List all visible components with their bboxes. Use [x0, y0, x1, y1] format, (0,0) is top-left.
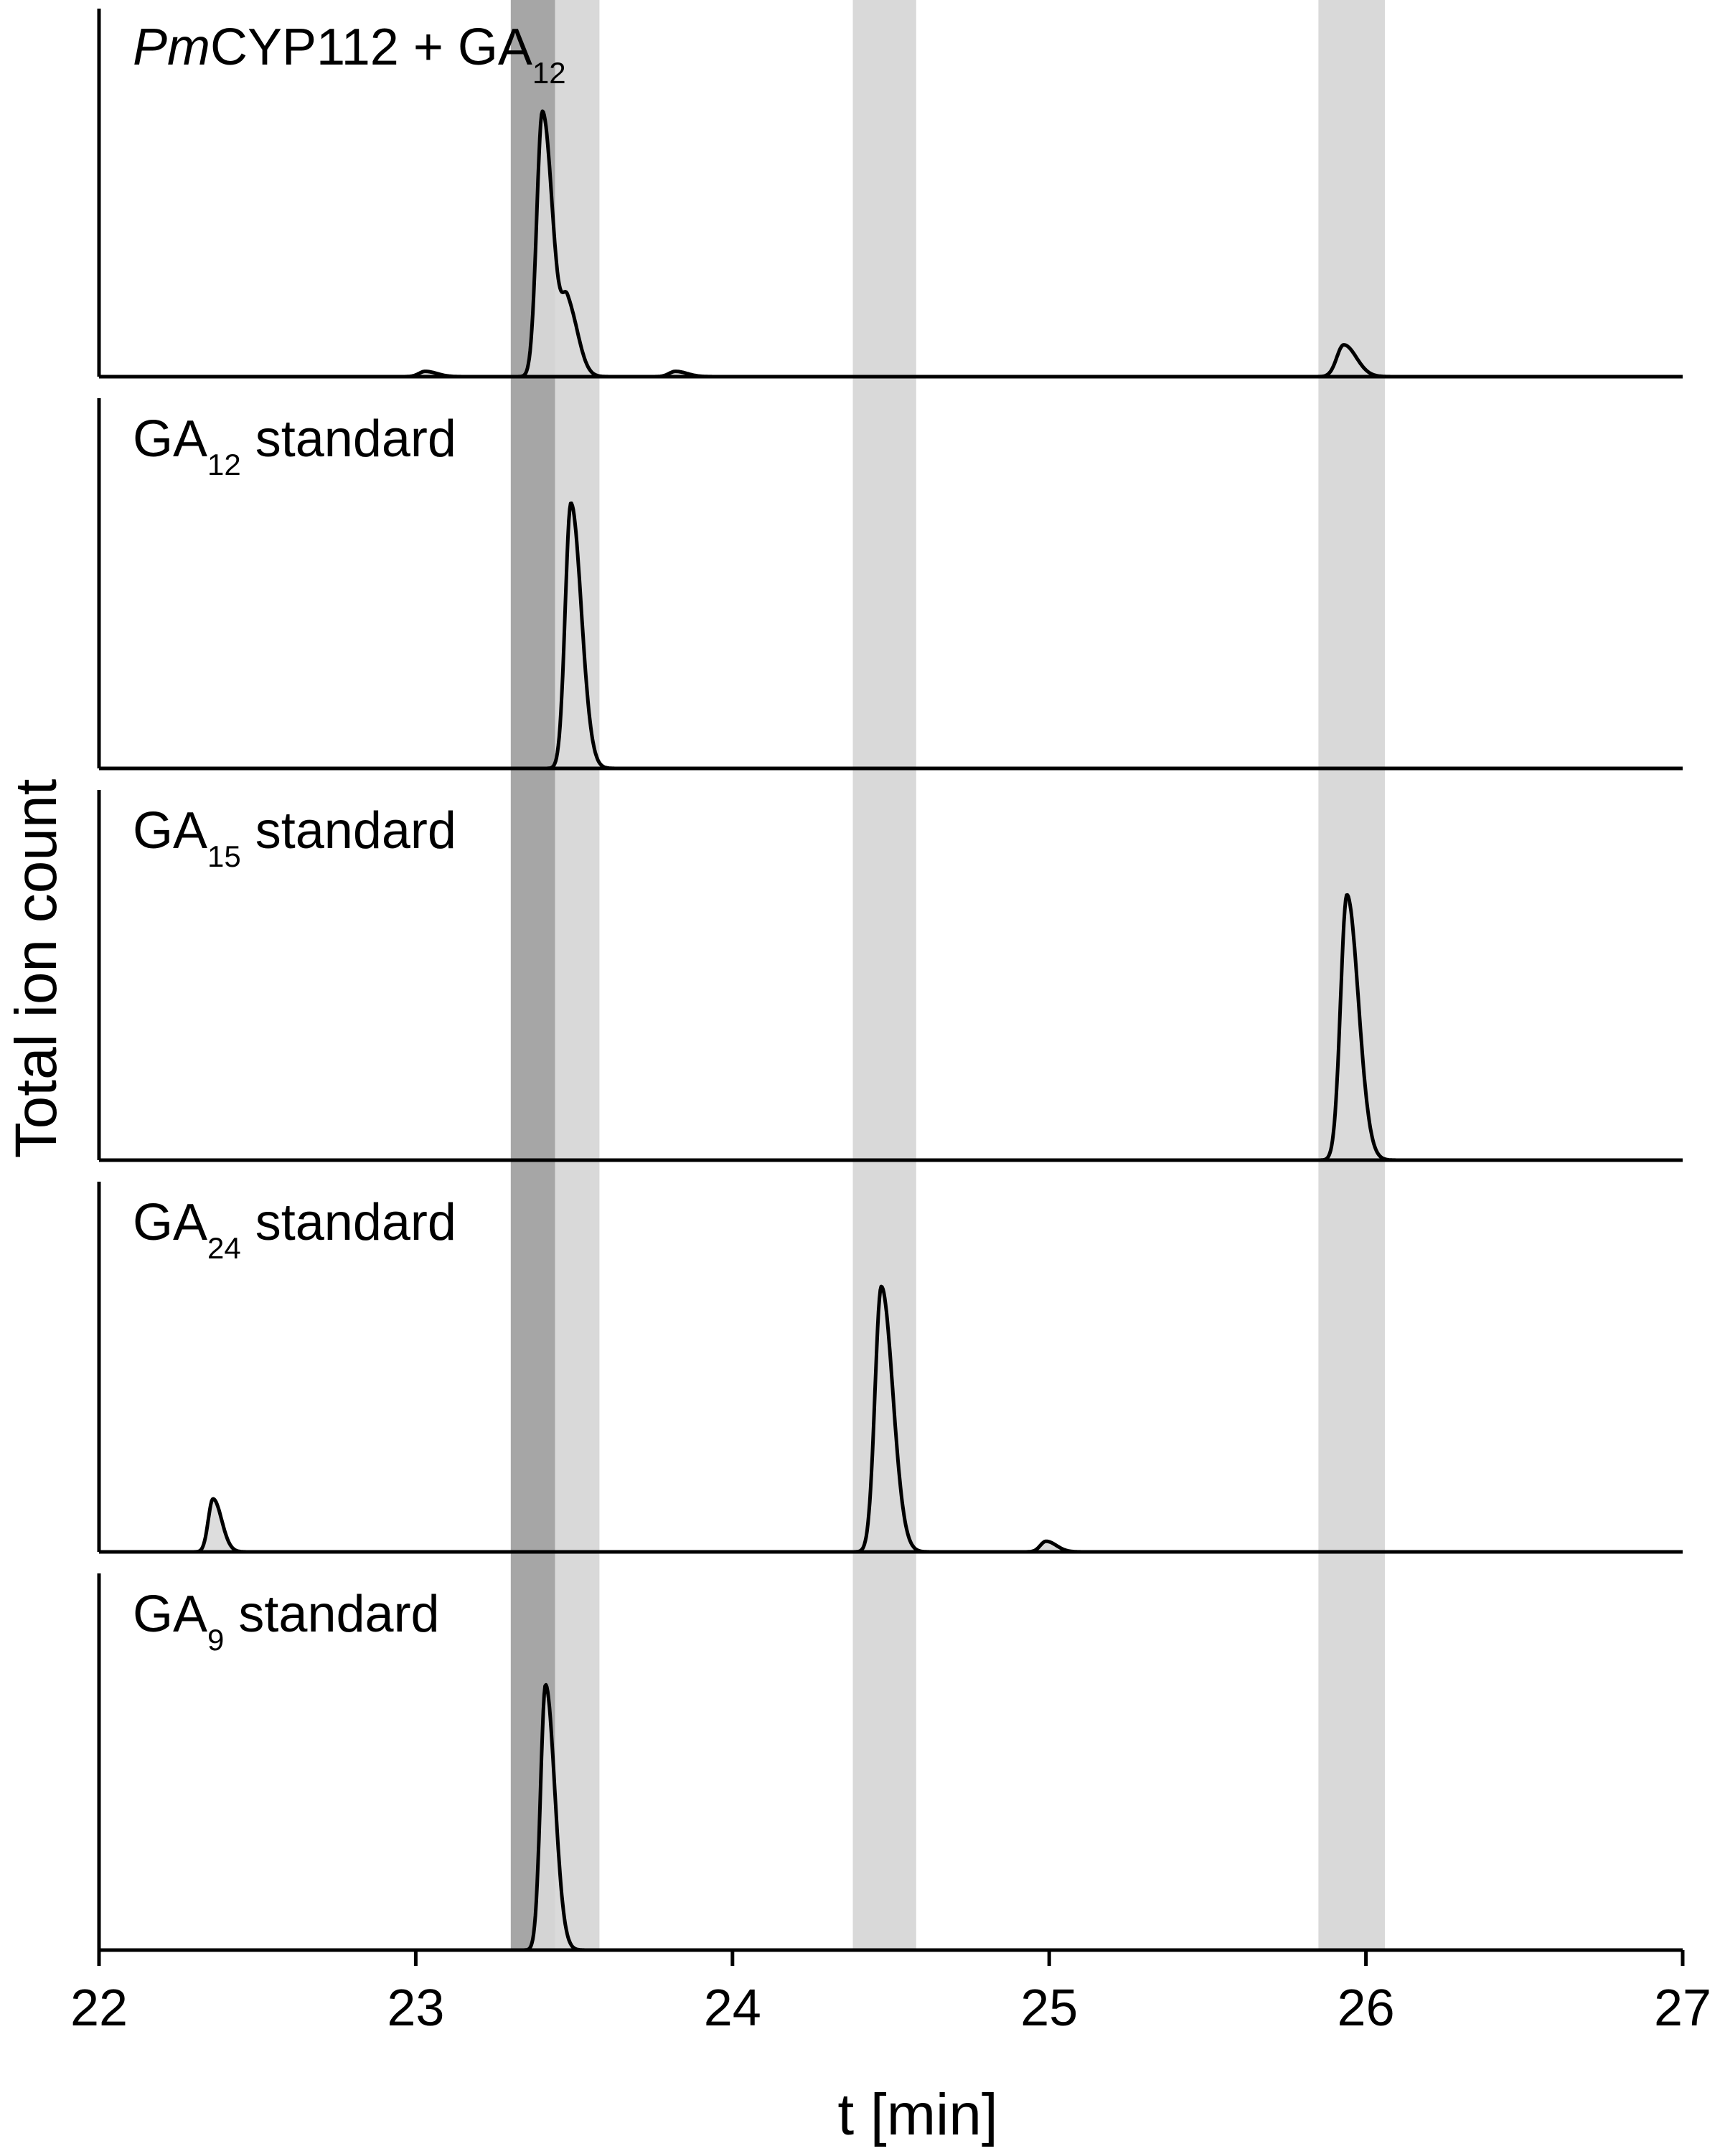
panel-label-0: PmCYP112 + GA12 [133, 19, 566, 90]
x-tick-label-22: 22 [70, 1980, 128, 2037]
x-tick-label-26: 26 [1338, 1980, 1395, 2037]
panel-label-1: GA12 standard [133, 410, 456, 481]
highlight-band-2 [852, 0, 916, 1950]
panel-labels: PmCYP112 + GA12 GA12 standard GA15 standar… [133, 19, 566, 1657]
x-tick-label-27: 27 [1654, 1980, 1711, 2037]
axes: 22 23 24 25 26 27 [70, 9, 1711, 2037]
y-axis-title: Total ion count [4, 778, 69, 1158]
x-tick-label-25: 25 [1020, 1980, 1078, 2037]
x-tick-label-24: 24 [704, 1980, 761, 2037]
panel-label-2: GA15 standard [133, 802, 456, 873]
highlight-bands [510, 0, 1386, 1950]
panel-label-3: GA24 standard [133, 1194, 456, 1265]
x-tick-label-23: 23 [387, 1980, 444, 2037]
panel-label-4: GA9 standard [133, 1586, 440, 1657]
trace-fill-3 [99, 1286, 1683, 1552]
x-axis-title: t [min] [837, 2082, 997, 2147]
